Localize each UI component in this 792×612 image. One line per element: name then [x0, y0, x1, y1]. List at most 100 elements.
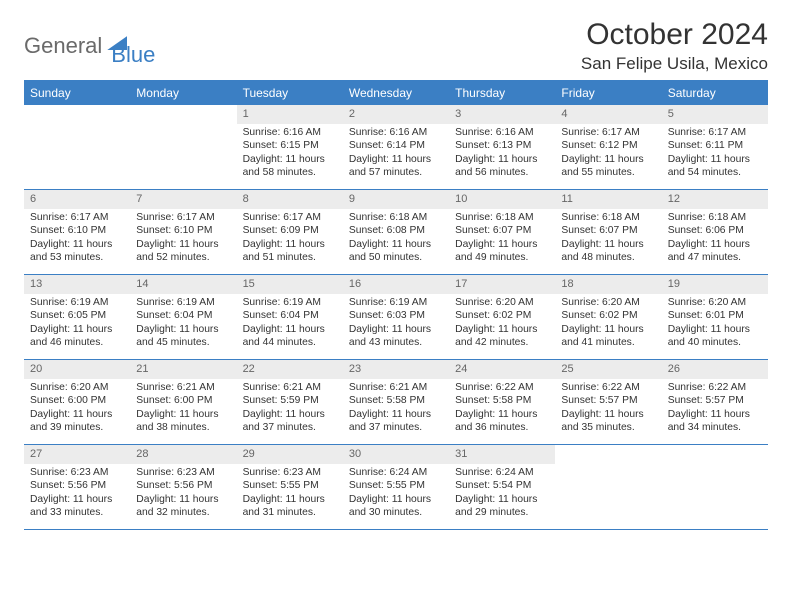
day-body: Sunrise: 6:18 AMSunset: 6:07 PMDaylight:… [555, 209, 661, 268]
dow-monday: Monday [130, 82, 236, 105]
sunrise-text: Sunrise: 6:21 AM [136, 381, 230, 395]
sunrise-text: Sunrise: 6:23 AM [243, 466, 337, 480]
day-body: Sunrise: 6:17 AMSunset: 6:11 PMDaylight:… [662, 124, 768, 183]
daylight-text: Daylight: 11 hours and 36 minutes. [455, 408, 549, 435]
sunrise-text: Sunrise: 6:23 AM [136, 466, 230, 480]
day-number: 1 [237, 105, 343, 124]
daylight-text: Daylight: 11 hours and 41 minutes. [561, 323, 655, 350]
day-number: 9 [343, 190, 449, 209]
calendar-cell: 17Sunrise: 6:20 AMSunset: 6:02 PMDayligh… [449, 275, 555, 359]
daylight-text: Daylight: 11 hours and 57 minutes. [349, 153, 443, 180]
calendar-cell: 1Sunrise: 6:16 AMSunset: 6:15 PMDaylight… [237, 105, 343, 189]
day-number: 28 [130, 445, 236, 464]
calendar-cell: 14Sunrise: 6:19 AMSunset: 6:04 PMDayligh… [130, 275, 236, 359]
sunset-text: Sunset: 6:14 PM [349, 139, 443, 153]
sunrise-text: Sunrise: 6:22 AM [668, 381, 762, 395]
calendar-cell: 23Sunrise: 6:21 AMSunset: 5:58 PMDayligh… [343, 360, 449, 444]
sunset-text: Sunset: 6:10 PM [30, 224, 124, 238]
sunrise-text: Sunrise: 6:22 AM [561, 381, 655, 395]
daylight-text: Daylight: 11 hours and 50 minutes. [349, 238, 443, 265]
calendar-cell: 24Sunrise: 6:22 AMSunset: 5:58 PMDayligh… [449, 360, 555, 444]
day-number: 7 [130, 190, 236, 209]
sunrise-text: Sunrise: 6:23 AM [30, 466, 124, 480]
calendar-cell: 22Sunrise: 6:21 AMSunset: 5:59 PMDayligh… [237, 360, 343, 444]
calendar-cell: 8Sunrise: 6:17 AMSunset: 6:09 PMDaylight… [237, 190, 343, 274]
sunrise-text: Sunrise: 6:19 AM [136, 296, 230, 310]
day-body: Sunrise: 6:24 AMSunset: 5:55 PMDaylight:… [343, 464, 449, 523]
day-body: Sunrise: 6:22 AMSunset: 5:58 PMDaylight:… [449, 379, 555, 438]
dow-friday: Friday [555, 82, 661, 105]
daylight-text: Daylight: 11 hours and 35 minutes. [561, 408, 655, 435]
daylight-text: Daylight: 11 hours and 48 minutes. [561, 238, 655, 265]
daylight-text: Daylight: 11 hours and 47 minutes. [668, 238, 762, 265]
day-number: 11 [555, 190, 661, 209]
daylight-text: Daylight: 11 hours and 44 minutes. [243, 323, 337, 350]
day-body: Sunrise: 6:21 AMSunset: 5:58 PMDaylight:… [343, 379, 449, 438]
calendar-cell: 20Sunrise: 6:20 AMSunset: 6:00 PMDayligh… [24, 360, 130, 444]
calendar-cell: 11Sunrise: 6:18 AMSunset: 6:07 PMDayligh… [555, 190, 661, 274]
day-body: Sunrise: 6:16 AMSunset: 6:15 PMDaylight:… [237, 124, 343, 183]
sunset-text: Sunset: 6:04 PM [136, 309, 230, 323]
calendar-cell [555, 445, 661, 529]
dow-wednesday: Wednesday [343, 82, 449, 105]
daylight-text: Daylight: 11 hours and 45 minutes. [136, 323, 230, 350]
sunrise-text: Sunrise: 6:16 AM [349, 126, 443, 140]
day-body: Sunrise: 6:23 AMSunset: 5:55 PMDaylight:… [237, 464, 343, 523]
calendar-week: 20Sunrise: 6:20 AMSunset: 6:00 PMDayligh… [24, 360, 768, 445]
sunset-text: Sunset: 6:08 PM [349, 224, 443, 238]
sunset-text: Sunset: 6:04 PM [243, 309, 337, 323]
calendar-week: 13Sunrise: 6:19 AMSunset: 6:05 PMDayligh… [24, 275, 768, 360]
calendar-cell: 9Sunrise: 6:18 AMSunset: 6:08 PMDaylight… [343, 190, 449, 274]
sunset-text: Sunset: 6:02 PM [455, 309, 549, 323]
day-number: 25 [555, 360, 661, 379]
calendar-cell: 28Sunrise: 6:23 AMSunset: 5:56 PMDayligh… [130, 445, 236, 529]
dow-saturday: Saturday [662, 82, 768, 105]
sunrise-text: Sunrise: 6:17 AM [668, 126, 762, 140]
sunset-text: Sunset: 6:06 PM [668, 224, 762, 238]
sunrise-text: Sunrise: 6:20 AM [668, 296, 762, 310]
sunset-text: Sunset: 6:12 PM [561, 139, 655, 153]
calendar-cell: 10Sunrise: 6:18 AMSunset: 6:07 PMDayligh… [449, 190, 555, 274]
day-number: 14 [130, 275, 236, 294]
sunset-text: Sunset: 5:54 PM [455, 479, 549, 493]
day-number: 23 [343, 360, 449, 379]
daylight-text: Daylight: 11 hours and 30 minutes. [349, 493, 443, 520]
calendar: Sunday Monday Tuesday Wednesday Thursday… [24, 80, 768, 530]
day-body: Sunrise: 6:20 AMSunset: 6:00 PMDaylight:… [24, 379, 130, 438]
day-number: 5 [662, 105, 768, 124]
day-number: 24 [449, 360, 555, 379]
day-body: Sunrise: 6:20 AMSunset: 6:02 PMDaylight:… [449, 294, 555, 353]
calendar-cell: 27Sunrise: 6:23 AMSunset: 5:56 PMDayligh… [24, 445, 130, 529]
sunrise-text: Sunrise: 6:20 AM [30, 381, 124, 395]
day-number: 16 [343, 275, 449, 294]
sunset-text: Sunset: 5:55 PM [243, 479, 337, 493]
day-number: 29 [237, 445, 343, 464]
day-body: Sunrise: 6:18 AMSunset: 6:06 PMDaylight:… [662, 209, 768, 268]
daylight-text: Daylight: 11 hours and 58 minutes. [243, 153, 337, 180]
day-body: Sunrise: 6:23 AMSunset: 5:56 PMDaylight:… [130, 464, 236, 523]
day-body: Sunrise: 6:17 AMSunset: 6:10 PMDaylight:… [24, 209, 130, 268]
calendar-cell: 2Sunrise: 6:16 AMSunset: 6:14 PMDaylight… [343, 105, 449, 189]
calendar-cell: 5Sunrise: 6:17 AMSunset: 6:11 PMDaylight… [662, 105, 768, 189]
sunrise-text: Sunrise: 6:21 AM [349, 381, 443, 395]
day-number: 22 [237, 360, 343, 379]
sunset-text: Sunset: 5:56 PM [136, 479, 230, 493]
weeks-container: 1Sunrise: 6:16 AMSunset: 6:15 PMDaylight… [24, 105, 768, 530]
daylight-text: Daylight: 11 hours and 32 minutes. [136, 493, 230, 520]
sunrise-text: Sunrise: 6:21 AM [243, 381, 337, 395]
sunrise-text: Sunrise: 6:20 AM [455, 296, 549, 310]
header: General Blue October 2024 San Felipe Usi… [24, 18, 768, 74]
day-body: Sunrise: 6:19 AMSunset: 6:04 PMDaylight:… [237, 294, 343, 353]
sunset-text: Sunset: 6:11 PM [668, 139, 762, 153]
sunrise-text: Sunrise: 6:19 AM [30, 296, 124, 310]
day-body: Sunrise: 6:19 AMSunset: 6:04 PMDaylight:… [130, 294, 236, 353]
daylight-text: Daylight: 11 hours and 33 minutes. [30, 493, 124, 520]
day-body: Sunrise: 6:19 AMSunset: 6:03 PMDaylight:… [343, 294, 449, 353]
calendar-cell: 7Sunrise: 6:17 AMSunset: 6:10 PMDaylight… [130, 190, 236, 274]
day-body: Sunrise: 6:22 AMSunset: 5:57 PMDaylight:… [662, 379, 768, 438]
daylight-text: Daylight: 11 hours and 56 minutes. [455, 153, 549, 180]
dow-sunday: Sunday [24, 82, 130, 105]
daylight-text: Daylight: 11 hours and 43 minutes. [349, 323, 443, 350]
daylight-text: Daylight: 11 hours and 38 minutes. [136, 408, 230, 435]
sunset-text: Sunset: 6:07 PM [455, 224, 549, 238]
